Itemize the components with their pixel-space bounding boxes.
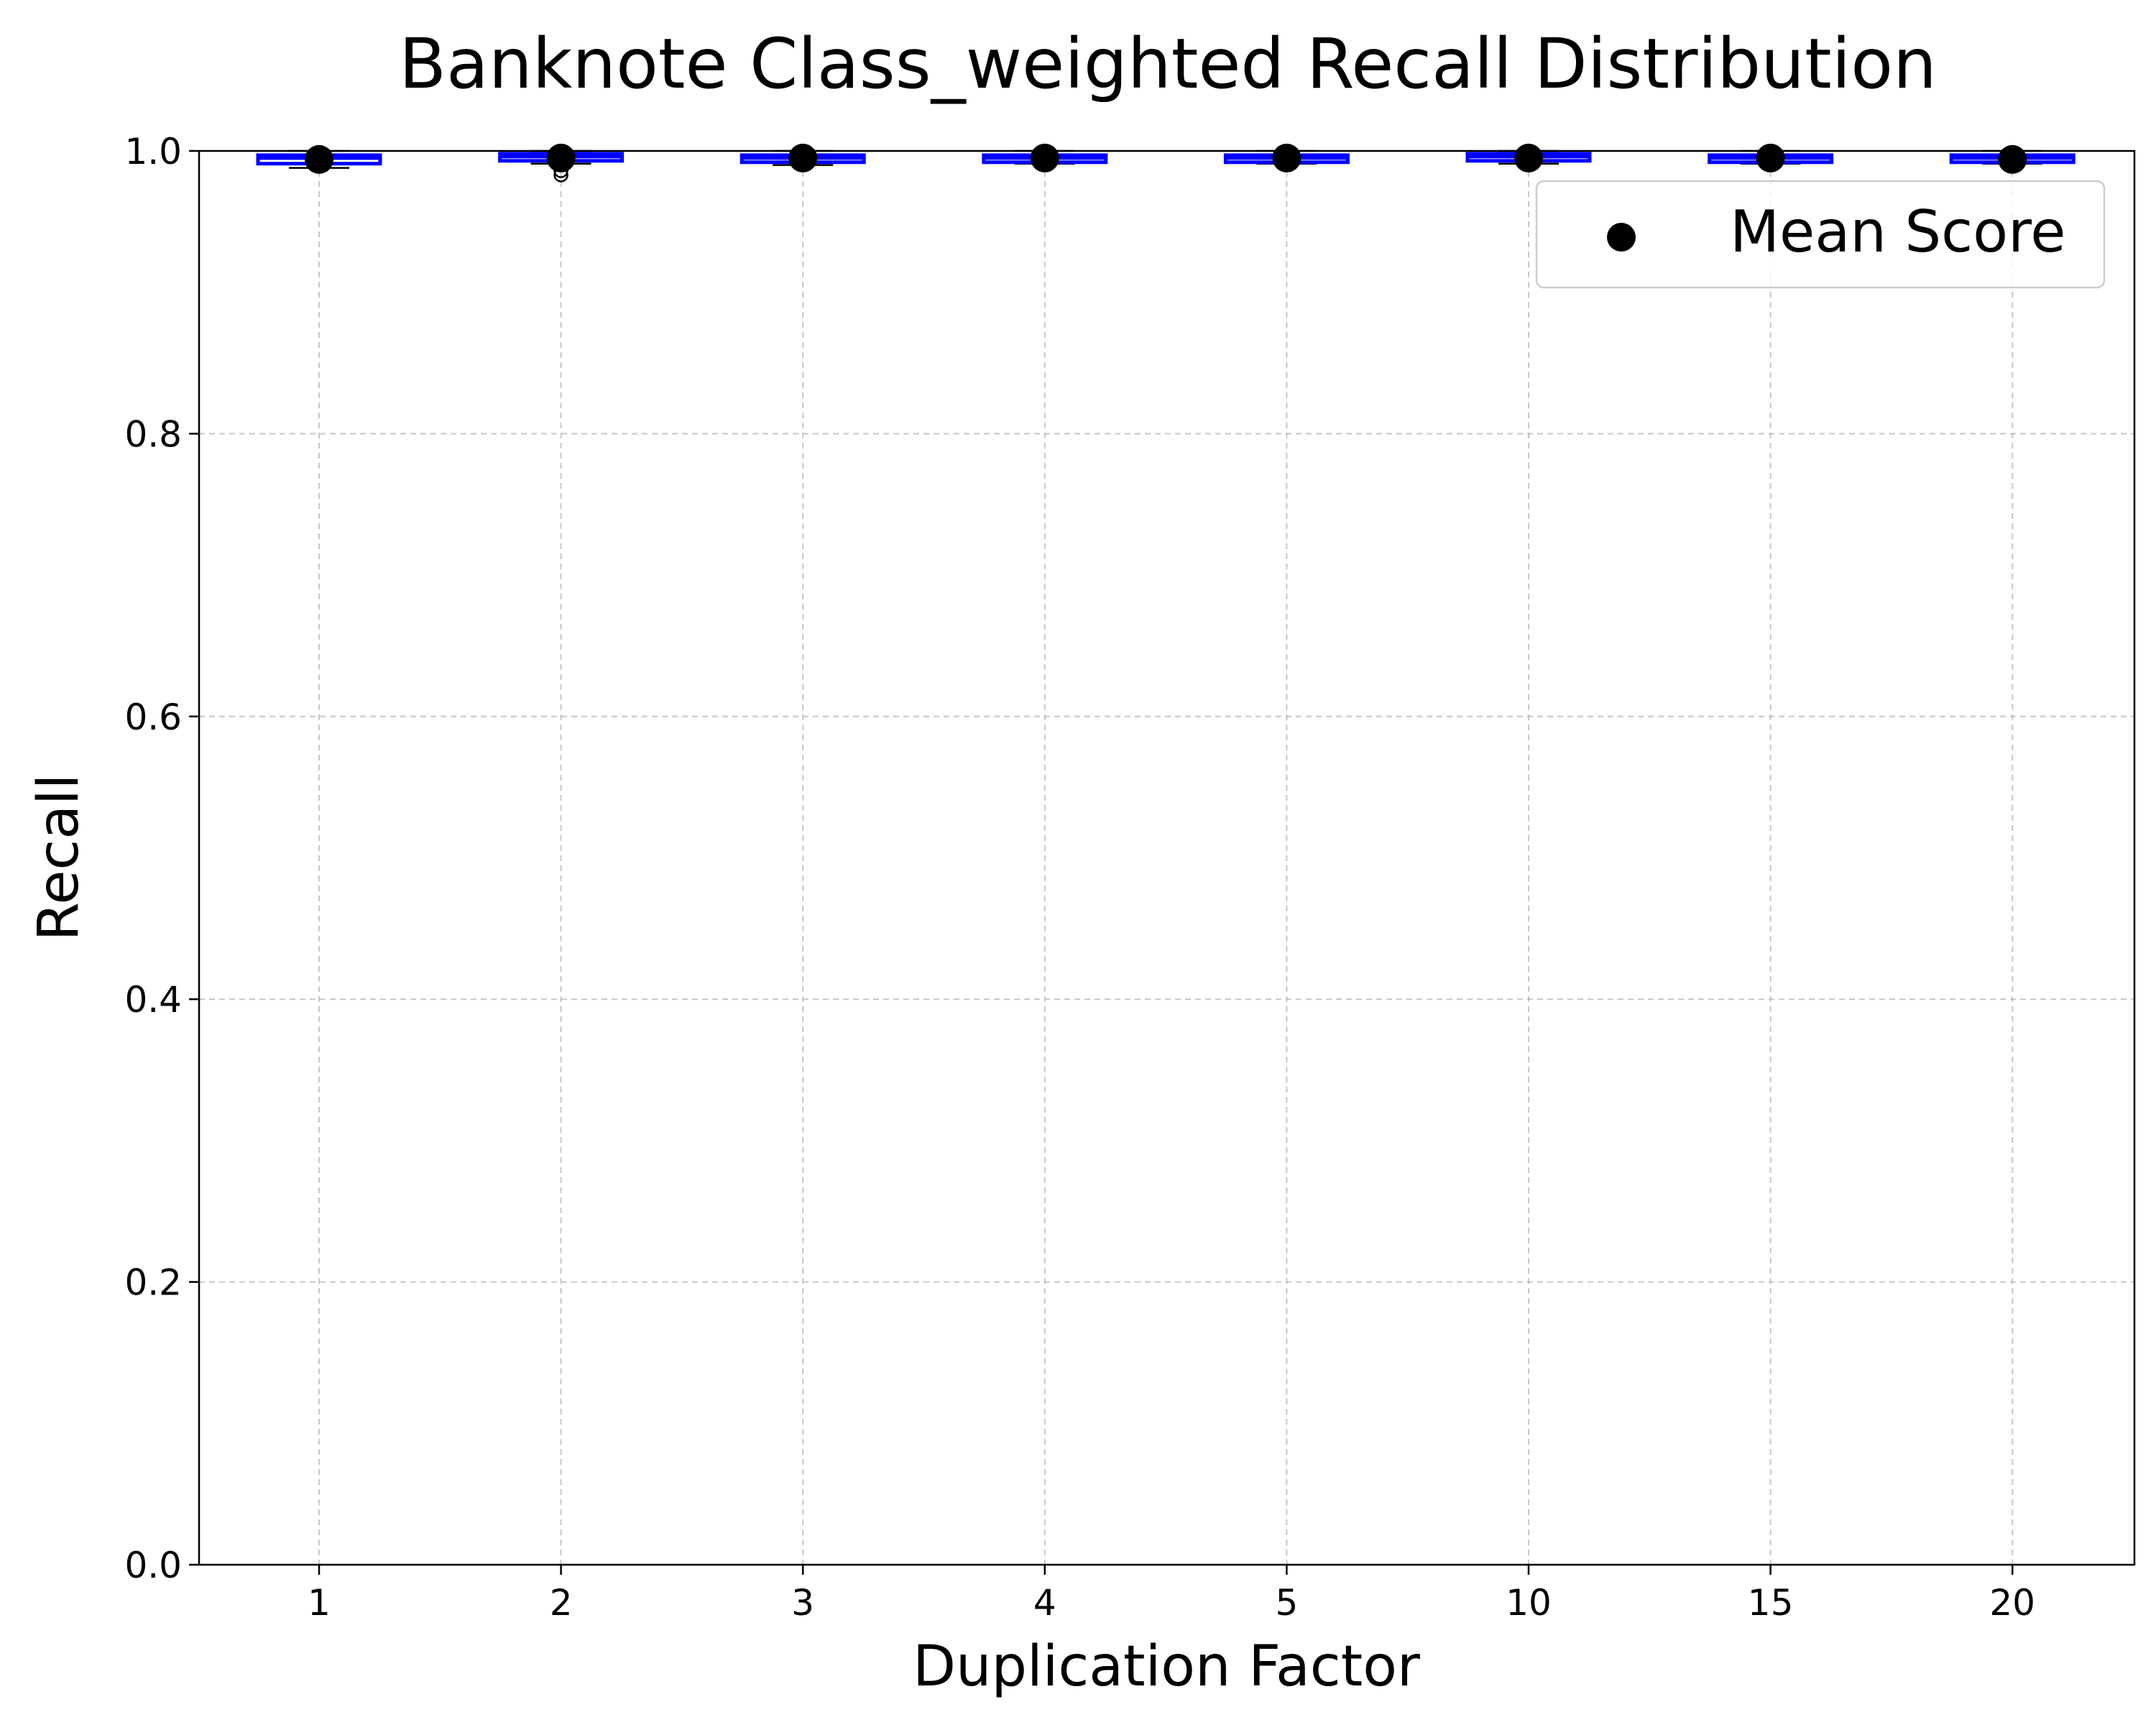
x-tick-label: 20 [1989,1582,2035,1624]
grid-lines [199,151,2134,1565]
x-tick-label: 15 [1748,1582,1794,1624]
x-tick-label: 5 [1275,1582,1298,1624]
mean-marker [1030,143,1059,172]
x-axis-label: Duplication Factor [913,1634,1421,1699]
mean-marker [546,143,576,172]
box-10 [1465,143,1592,172]
x-tick-label: 2 [550,1582,573,1624]
x-tick-label: 10 [1506,1582,1552,1624]
legend: Mean Score [1535,180,2106,289]
x-tick-label: 3 [791,1582,814,1624]
y-axis-label: Recall [27,774,91,942]
mean-marker [1272,143,1302,172]
y-axis-ticks: 0.0 0.2 0.4 0.6 0.8 1.0 [124,131,199,1586]
plot-frame [198,150,2136,1566]
box-3 [740,143,866,172]
mean-marker [1514,143,1543,172]
box-20 [1949,144,2076,174]
y-tick-label: 0.4 [124,979,182,1021]
box-1 [256,144,382,174]
x-tick-label: 4 [1033,1582,1056,1624]
x-tick-label: 1 [308,1582,331,1624]
y-tick-label: 0.8 [124,413,182,455]
chart-title: Banknote Class_weighted Recall Distribut… [399,24,1937,104]
x-axis-ticks: 1 2 3 4 5 10 15 20 [308,1565,2035,1624]
legend-box [1535,180,2106,289]
legend-mean-marker [1607,223,1636,252]
mean-marker [1998,144,2027,174]
mean-marker [788,143,818,172]
y-tick-label: 0.2 [124,1262,182,1304]
y-tick-label: 0.6 [124,696,182,738]
boxes-layer [256,143,2076,183]
box-5 [1223,143,1350,172]
mean-marker [1756,143,1785,172]
y-tick-label: 0.0 [124,1545,182,1586]
y-tick-label: 1.0 [124,131,182,172]
legend-label-mean-score: Mean Score [1730,198,2065,265]
mean-marker [305,144,333,174]
box-4 [982,143,1108,172]
box-15 [1708,143,1834,172]
